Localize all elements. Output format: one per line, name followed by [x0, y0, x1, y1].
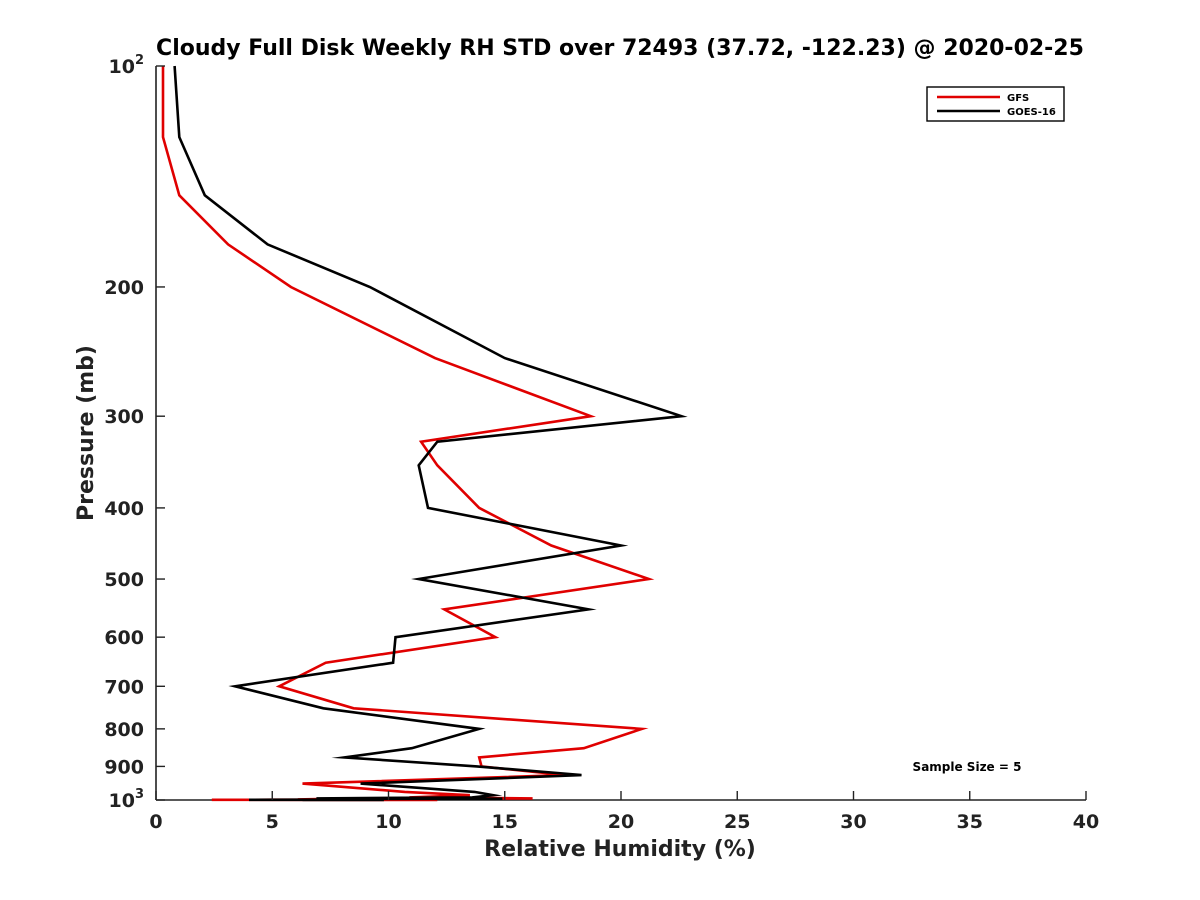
y-tick-label: 102: [109, 53, 145, 78]
y-tick-label: 600: [104, 627, 144, 649]
x-tick-label: 20: [608, 811, 634, 833]
x-axis-ticks: 0 5 10 15 20 25 30 35 40: [149, 791, 1099, 833]
y-tick-label: 900: [104, 756, 144, 778]
y-tick-label: 800: [104, 719, 144, 741]
series-line-goes-16: [173, 65, 688, 802]
x-tick-label: 35: [957, 811, 983, 833]
x-tick-label: 10: [375, 811, 401, 833]
legend: GFS GOES-16: [926, 86, 1065, 122]
y-tick-label: 200: [104, 277, 144, 299]
y-tick-label: 300: [104, 406, 144, 428]
sample-size-annotation: Sample Size = 5: [913, 760, 1022, 774]
y-tick-label: 700: [104, 676, 144, 698]
x-tick-label: 5: [266, 811, 279, 833]
legend-label: GFS: [1007, 93, 1029, 104]
y-tick-label: 500: [104, 569, 144, 591]
series-line-gfs: [161, 66, 655, 802]
y-axis-label: Pressure (mb): [74, 345, 99, 521]
x-tick-label: 40: [1073, 811, 1099, 833]
plot-area: [155, 65, 1086, 802]
y-tick-label: 103: [109, 787, 145, 812]
legend-label: GOES-16: [1007, 107, 1056, 118]
x-axis-label: Relative Humidity (%): [484, 837, 756, 862]
y-tick-label: 400: [104, 498, 144, 520]
x-tick-label: 15: [492, 811, 518, 833]
x-tick-label: 25: [724, 811, 750, 833]
legend-box: [926, 86, 1065, 122]
chart-title: Cloudy Full Disk Weekly RH STD over 7249…: [156, 36, 1084, 61]
x-tick-label: 0: [149, 811, 162, 833]
x-tick-label: 30: [840, 811, 866, 833]
y-axis-ticks: 102 200 300 400 500 600 700 800 900 103: [104, 53, 165, 812]
